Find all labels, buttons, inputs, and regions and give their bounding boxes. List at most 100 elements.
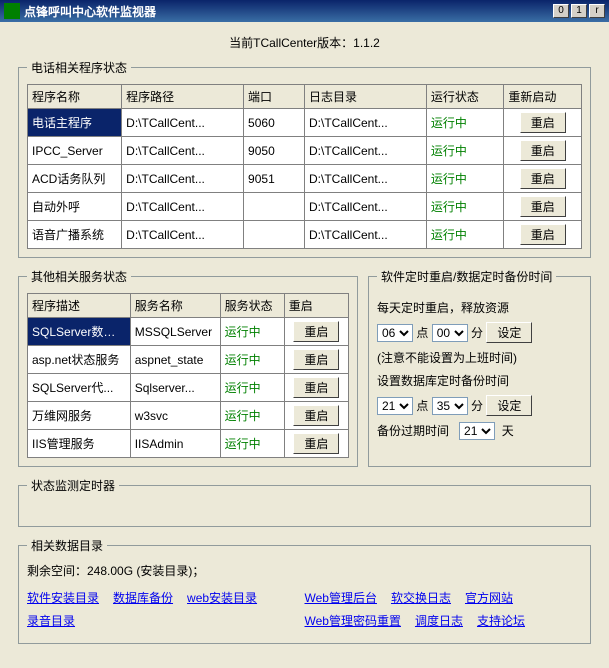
cell: D:\TCallCent... — [304, 165, 426, 193]
cell: 电话主程序 — [28, 109, 122, 137]
cell: D:\TCallCent... — [122, 137, 244, 165]
cell: 9050 — [244, 137, 305, 165]
restart-button[interactable]: 重启 — [293, 321, 339, 342]
status-cell: 运行中 — [220, 318, 284, 346]
timer-group: 状态监测定时器 — [18, 477, 591, 527]
schedule-legend: 软件定时重启/数据定时备份时间 — [377, 268, 556, 285]
schedule-group: 软件定时重启/数据定时备份时间 每天定时重启，释放资源 06 点 00 分 设定… — [368, 268, 591, 467]
dir-link[interactable]: 调度日志 — [415, 612, 463, 629]
backup-min-select[interactable]: 35 — [432, 397, 468, 415]
table-row[interactable]: 自动外呼D:\TCallCent...D:\TCallCent...运行中重启 — [28, 193, 582, 221]
dir-link[interactable]: 支持论坛 — [477, 612, 525, 629]
col-header[interactable]: 重启 — [284, 294, 348, 318]
restart-button[interactable]: 重启 — [293, 349, 339, 370]
status-cell: 运行中 — [426, 137, 504, 165]
cell: MSSQLServer — [130, 318, 220, 346]
status-cell: 运行中 — [426, 109, 504, 137]
services-legend: 其他相关服务状态 — [27, 268, 131, 285]
col-header[interactable]: 服务状态 — [220, 294, 284, 318]
restart-set-button[interactable]: 设定 — [486, 322, 532, 343]
status-cell: 运行中 — [426, 193, 504, 221]
restart-button[interactable]: 重启 — [293, 377, 339, 398]
dir-link[interactable]: 软交换日志 — [391, 589, 451, 606]
window-title: 点锋呼叫中心软件监视器 — [24, 3, 551, 20]
title-bar: 点锋呼叫中心软件监视器 0 1 r — [0, 0, 609, 22]
services-group: 其他相关服务状态 程序描述服务名称服务状态重启SQLServer数据库MSSQL… — [18, 268, 358, 467]
col-header[interactable]: 程序描述 — [28, 294, 131, 318]
cell: D:\TCallCent... — [304, 137, 426, 165]
free-space: 剩余空间：248.00G (安装目录)； — [27, 562, 582, 579]
restart-button[interactable]: 重启 — [520, 112, 566, 133]
table-row[interactable]: SQLServer数据库MSSQLServer运行中重启 — [28, 318, 349, 346]
restart-hour-select[interactable]: 06 — [377, 324, 413, 342]
cell: ACD话务队列 — [28, 165, 122, 193]
col-header[interactable]: 端口 — [244, 85, 305, 109]
status-cell: 运行中 — [220, 374, 284, 402]
restart-button[interactable]: 重启 — [520, 140, 566, 161]
table-row[interactable]: asp.net状态服务aspnet_state运行中重启 — [28, 346, 349, 374]
status-cell: 运行中 — [220, 402, 284, 430]
col-header[interactable]: 服务名称 — [130, 294, 220, 318]
phone-programs-group: 电话相关程序状态 程序名称程序路径端口日志目录运行状态重新启动电话主程序D:\T… — [18, 59, 591, 258]
table-row[interactable]: SQLServer代...Sqlserver...运行中重启 — [28, 374, 349, 402]
status-cell: 运行中 — [426, 221, 504, 249]
cell: 5060 — [244, 109, 305, 137]
table-row[interactable]: 语音广播系统D:\TCallCent...D:\TCallCent...运行中重… — [28, 221, 582, 249]
window-content: 当前TCallCenter版本：1.1.2 电话相关程序状态 程序名称程序路径端… — [0, 22, 609, 662]
dirs-links-right: Web管理后台软交换日志官方网站 Web管理密码重置调度日志支持论坛 — [305, 589, 583, 635]
services-table: 程序描述服务名称服务状态重启SQLServer数据库MSSQLServer运行中… — [27, 293, 349, 458]
col-header[interactable]: 程序路径 — [122, 85, 244, 109]
restart-button[interactable]: 重启 — [520, 196, 566, 217]
hour-unit2: 点 — [416, 399, 428, 413]
min-unit: 分 — [471, 326, 483, 340]
col-header[interactable]: 程序名称 — [28, 85, 122, 109]
dir-link[interactable]: Web管理密码重置 — [305, 612, 401, 629]
backup-desc: 设置数据库定时备份时间 — [377, 372, 582, 389]
cell: Sqlserver... — [130, 374, 220, 402]
min-unit2: 分 — [471, 399, 483, 413]
cell: D:\TCallCent... — [304, 193, 426, 221]
status-cell: 运行中 — [220, 346, 284, 374]
col-header[interactable]: 运行状态 — [426, 85, 504, 109]
cell: D:\TCallCent... — [122, 165, 244, 193]
backup-set-button[interactable]: 设定 — [486, 395, 532, 416]
restart-note: (注意不能设置为上班时间) — [377, 349, 582, 366]
backup-hour-select[interactable]: 21 — [377, 397, 413, 415]
restart-button[interactable]: 重启 — [520, 168, 566, 189]
dir-link[interactable]: 官方网站 — [465, 589, 513, 606]
dir-link[interactable]: 软件安装目录 — [27, 589, 99, 606]
restart-min-select[interactable]: 00 — [432, 324, 468, 342]
expire-select[interactable]: 21 — [459, 422, 495, 440]
restart-button[interactable]: 重启 — [520, 224, 566, 245]
cell: SQLServer数据库 — [28, 318, 131, 346]
col-header[interactable]: 重新启动 — [504, 85, 582, 109]
minimize-button[interactable]: 0 — [553, 4, 569, 18]
status-cell: 运行中 — [426, 165, 504, 193]
version-label: 当前TCallCenter版本：1.1.2 — [18, 34, 591, 51]
expire-label: 备份过期时间 — [377, 424, 449, 438]
table-row[interactable]: 万维网服务w3svc运行中重启 — [28, 402, 349, 430]
cell: asp.net状态服务 — [28, 346, 131, 374]
close-button[interactable]: r — [589, 4, 605, 18]
table-row[interactable]: IIS管理服务IISAdmin运行中重启 — [28, 430, 349, 458]
restart-button[interactable]: 重启 — [293, 405, 339, 426]
dir-link[interactable]: web安装目录 — [187, 589, 257, 606]
table-row[interactable]: ACD话务队列D:\TCallCent...9051D:\TCallCent..… — [28, 165, 582, 193]
cell: aspnet_state — [130, 346, 220, 374]
col-header[interactable]: 日志目录 — [304, 85, 426, 109]
dir-link[interactable]: 录音目录 — [27, 612, 75, 629]
cell: D:\TCallCent... — [122, 221, 244, 249]
cell: D:\TCallCent... — [122, 193, 244, 221]
cell: SQLServer代... — [28, 374, 131, 402]
table-row[interactable]: IPCC_ServerD:\TCallCent...9050D:\TCallCe… — [28, 137, 582, 165]
cell: 语音广播系统 — [28, 221, 122, 249]
cell: IPCC_Server — [28, 137, 122, 165]
table-row[interactable]: 电话主程序D:\TCallCent...5060D:\TCallCent...运… — [28, 109, 582, 137]
cell: 自动外呼 — [28, 193, 122, 221]
maximize-button[interactable]: 1 — [571, 4, 587, 18]
dir-link[interactable]: Web管理后台 — [305, 589, 377, 606]
dirs-links-left: 软件安装目录数据库备份 web安装目录录音目录 — [27, 589, 305, 635]
restart-button[interactable]: 重启 — [293, 433, 339, 454]
cell: 万维网服务 — [28, 402, 131, 430]
dir-link[interactable]: 数据库备份 — [113, 589, 173, 606]
